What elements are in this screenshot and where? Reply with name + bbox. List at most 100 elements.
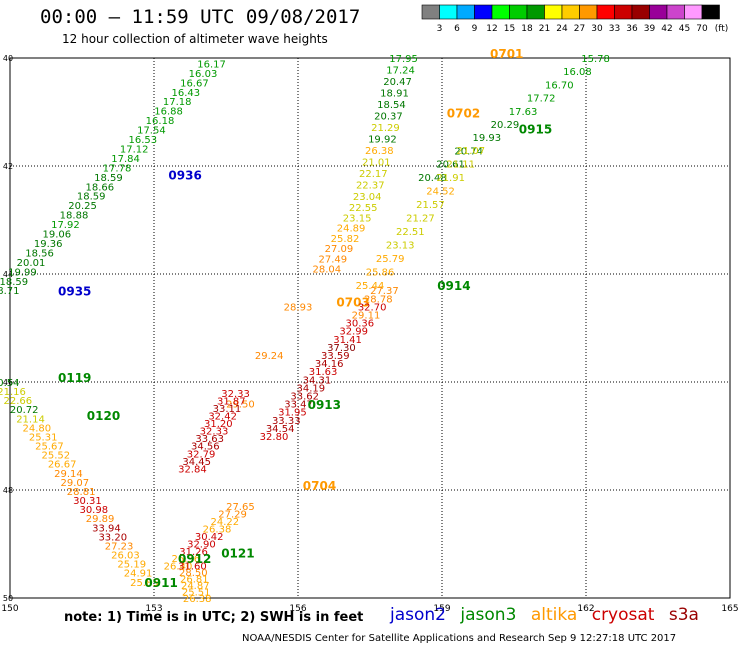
scale-tick-label: 18 (521, 24, 533, 34)
wave-height-label: 32.84 (178, 464, 207, 475)
wave-height-label: 25.51 (182, 588, 211, 599)
y-tick-label: 44 (3, 270, 13, 279)
wave-height-label: 25.19 (117, 560, 146, 571)
scale-swatch (701, 4, 720, 20)
wave-height-label: 18.91 (380, 89, 409, 100)
wave-height-label: 16.08 (563, 67, 592, 78)
pass-time-label: 0914 (437, 279, 470, 293)
wave-height-label: 24.87 (181, 581, 210, 592)
wave-height-label: 32.33 (221, 389, 250, 400)
wave-height-label: 27.65 (226, 502, 255, 513)
wave-height-label: 31.95 (278, 408, 307, 419)
x-tick-label: 150 (1, 604, 18, 614)
wave-height-label: 17.63 (509, 107, 538, 118)
scale-tick-label: 15 (504, 24, 515, 34)
page-title: 00:00 – 11:59 UTC 09/08/2017 (40, 6, 361, 28)
wave-height-label: 24.91 (124, 569, 153, 580)
pass-time-label: 0703 (336, 295, 369, 309)
pass-time-label: 0120 (87, 409, 120, 423)
wave-height-label: 33.94 (92, 523, 121, 534)
wave-height-label: 21.91 (436, 173, 465, 184)
wave-height-label: 34.45 (182, 457, 211, 468)
scale-tick-label: 42 (661, 24, 672, 34)
wave-height-label: 27.37 (370, 286, 399, 297)
wave-height-label: 30.36 (346, 319, 375, 330)
legend-altika: altika (530, 605, 578, 625)
scale-swatch (439, 4, 458, 20)
wave-height-label: 21.16 (0, 387, 26, 398)
wave-height-label: 32.90 (187, 539, 216, 550)
wave-height-label: 33.33 (272, 416, 301, 427)
pass-time-label: 0121 (221, 547, 254, 561)
wave-height-label: 31.20 (204, 419, 233, 430)
wave-height-label: 34.16 (315, 359, 344, 370)
wave-height-label: 19.36 (34, 239, 63, 250)
wave-height-label: 17.24 (386, 66, 415, 77)
scale-unit-label: (ft) (715, 24, 729, 34)
legend-jason3: jason3 (460, 605, 517, 625)
wave-height-label: 25.86 (366, 267, 395, 278)
wave-height-label: 33.59 (321, 351, 350, 362)
wave-height-label: 17.84 (111, 154, 140, 165)
wave-height-label: 18.59 (94, 173, 123, 184)
wave-height-label: 29.07 (60, 478, 89, 489)
wave-height-label: 33.47 (284, 400, 313, 411)
wave-height-label: 27.23 (105, 541, 134, 552)
wave-height-label: 20.48 (418, 173, 447, 184)
wave-height-label: 24.52 (426, 186, 455, 197)
scale-tick-label: 33 (609, 24, 620, 34)
wave-height-label: 20.01 (17, 258, 46, 269)
wave-height-label: 16.53 (128, 135, 157, 146)
scale-tick-label: 9 (472, 24, 478, 34)
scale-tick-label: 24 (556, 24, 568, 34)
wave-height-label: 22.51 (396, 227, 425, 238)
wave-height-label: 26.81 (180, 575, 209, 586)
wave-height-label: 18.59 (0, 277, 28, 288)
scale-tick-label: 45 (679, 24, 690, 34)
scale-tick-label: 12 (486, 24, 497, 34)
footer-note: note: 1) Time is in UTC; 2) SWH is in fe… (64, 610, 364, 625)
wave-height-label: 23.15 (343, 213, 372, 224)
x-tick-label: 165 (721, 604, 738, 614)
wave-height-label: 30.31 (73, 496, 102, 507)
x-tick-label: 162 (577, 604, 594, 614)
wave-height-label: 31.41 (333, 335, 362, 346)
wave-height-label: 26.03 (111, 551, 140, 562)
wave-height-label: 21.07 (456, 146, 485, 157)
scale-swatch (649, 4, 668, 20)
wave-height-label: 32.42 (208, 411, 237, 422)
scale-swatch (421, 4, 440, 20)
x-tick-label: 153 (145, 604, 162, 614)
pass-time-label: 0911 (144, 576, 177, 590)
y-tick-label: 46 (3, 378, 13, 387)
wave-height-label: 28.04 (312, 265, 341, 276)
wave-height-label: 29.11 (352, 311, 381, 322)
scale-tick-label: 27 (574, 24, 585, 34)
wave-height-label: 28.81 (67, 487, 96, 498)
scale-tick-label: 3 (437, 24, 443, 34)
wave-height-label: 24.89 (337, 224, 366, 235)
wave-height-label: 29.50 (226, 400, 255, 411)
page-subtitle: 12 hour collection of altimeter wave hei… (62, 32, 328, 46)
wave-height-label: 25.67 (35, 442, 64, 453)
wave-height-label: 29.24 (255, 351, 284, 362)
wave-height-label: 28.50 (179, 568, 208, 579)
wave-height-label: 23.04 (353, 192, 382, 203)
scale-swatch (526, 4, 545, 20)
wave-height-label: 17.78 (103, 163, 132, 174)
wave-height-label: 24.22 (210, 517, 239, 528)
wave-height-label: 22.37 (356, 181, 385, 192)
wave-height-label: 25.82 (331, 234, 360, 245)
color-scale-legend: 3 6 9 12 15 18 21 24 27 30 33 36 39 42 45 70 (ft) (421, 4, 729, 34)
wave-height-label: 16.17 (197, 59, 226, 70)
wave-height-label: 34.54 (266, 424, 295, 435)
pass-time-label: 0915 (519, 123, 552, 137)
wave-height-label: 22.66 (4, 396, 33, 407)
wave-height-label: 21.27 (406, 213, 435, 224)
wave-height-label: 33.11 (213, 404, 242, 415)
wave-height-label: 22.55 (349, 203, 378, 214)
pass-time-label: 0701 (490, 47, 523, 61)
wave-height-label: 16.03 (189, 69, 218, 80)
scale-swatch (666, 4, 685, 20)
